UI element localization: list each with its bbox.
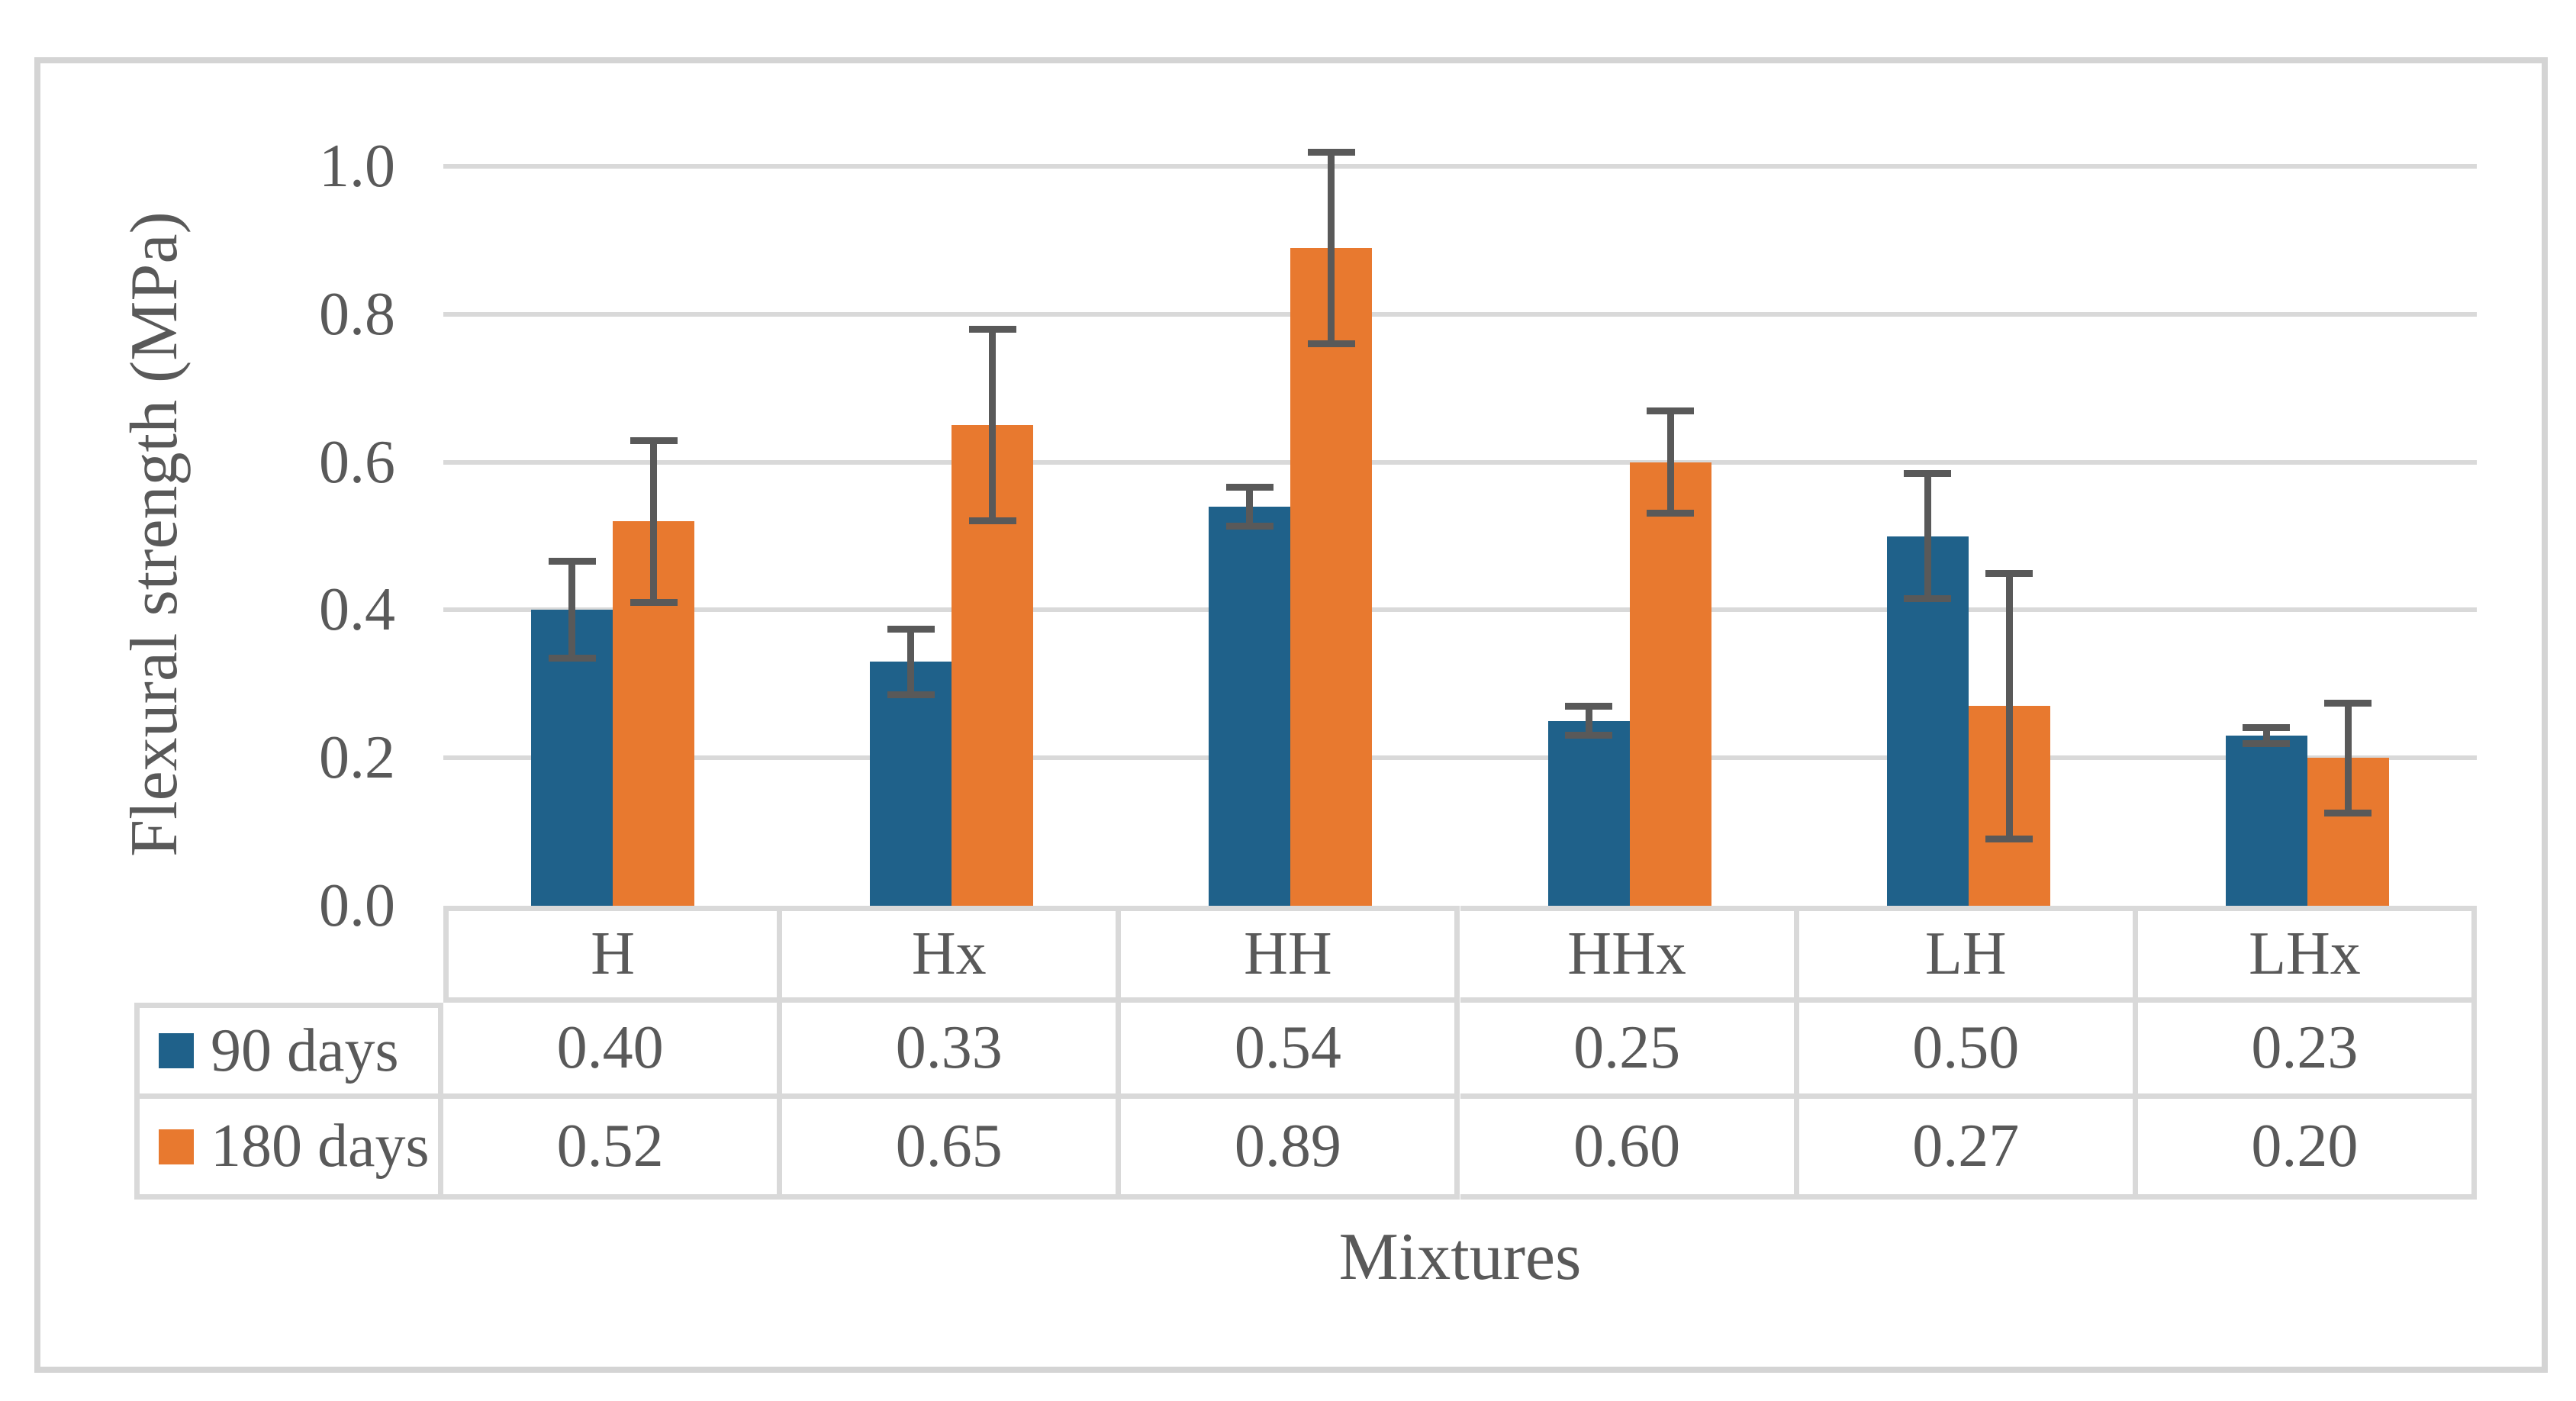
error-bar [1924,473,1931,599]
y-tick-label: 0.0 [319,872,395,939]
error-bar-cap-bottom [2324,809,2372,816]
error-bar-cap-top [1307,148,1355,156]
legend-item-180days: 180 days [134,1099,443,1200]
error-bar [1246,486,1254,527]
error-bar-cap-top [2324,699,2372,707]
table-value-cell: 0.27 [1798,1099,2138,1200]
error-bar-cap-bottom [1565,732,1613,739]
bar-90days-Hx [870,662,952,906]
table-value-cell: 0.89 [1121,1099,1460,1200]
legend-swatch-90days [159,1033,194,1068]
legend-label: 180 days [211,1113,430,1180]
column-header-Hx: Hx [782,906,1122,1003]
gridline [443,755,2477,761]
bar-180days-HH [1290,247,1373,906]
bar-90days-LHx [2225,736,2307,906]
table-value-cell: 0.25 [1460,1003,1799,1099]
table-value-cell: 0.50 [1798,1003,2138,1099]
error-bar-cap-bottom [548,655,596,662]
table-value-cell: 0.52 [443,1099,783,1200]
gridline [443,607,2477,613]
error-bar [2262,727,2270,744]
column-header-LH: LH [1798,906,2138,1003]
y-axis-title: Flexural strength (MPa) [118,211,192,857]
table-value-cell: 0.60 [1460,1099,1799,1200]
error-bar-cap-bottom [630,598,678,606]
y-tick-label: 0.8 [319,280,395,348]
legend-item-90days: 90 days [134,1003,443,1099]
error-bar [989,329,997,522]
error-bar-cap-top [968,326,1016,333]
bar-90days-HH [1209,506,1291,906]
error-bar [907,628,915,695]
error-bar-cap-top [1647,407,1695,414]
error-bar [1585,706,1592,736]
error-bar-cap-top [2243,724,2291,732]
error-bar [2344,702,2352,813]
bar-180days-HHx [1629,462,1711,906]
column-header-LHx: LHx [2137,906,2477,1003]
column-header-HH: HH [1121,906,1460,1003]
column-header-H: H [443,906,783,1003]
error-bar [650,440,658,603]
error-bar-cap-bottom [2243,739,2291,747]
y-tick-label: 0.6 [319,428,395,496]
column-header-HHx: HHx [1460,906,1799,1003]
error-bar-cap-bottom [1307,340,1355,347]
y-tick-label: 1.0 [319,133,395,200]
legend-label: 90 days [211,1016,399,1084]
error-bar-cap-top [1904,470,1952,478]
error-bar-cap-bottom [1647,510,1695,517]
gridline [443,164,2477,169]
table-value-cell: 0.54 [1121,1003,1460,1099]
error-bar-cap-bottom [1225,522,1274,530]
error-bar-cap-top [1225,483,1274,491]
error-bar [1666,410,1674,514]
table-value-cell: 0.33 [782,1003,1122,1099]
error-bar-cap-bottom [1985,835,2033,842]
error-bar-cap-bottom [1904,594,1952,602]
error-bar-cap-bottom [968,517,1016,525]
error-bar [1328,151,1335,344]
error-bar [568,561,576,659]
error-bar-cap-bottom [887,691,935,698]
error-bar [2005,572,2013,839]
error-bar-cap-top [887,625,935,633]
figure-border: 0.0 0.2 0.4 0.6 0.8 1.0 Flexural strength (MP… [34,57,2548,1373]
y-tick-label: 0.2 [319,724,395,792]
gridline [443,311,2477,317]
table-value-cell: 0.20 [2137,1099,2477,1200]
table-value-cell: 0.23 [2137,1003,2477,1099]
table-value-cell: 0.40 [443,1003,783,1099]
error-bar-cap-top [1565,703,1613,710]
legend-swatch-180days [159,1129,194,1164]
table-value-cell: 0.65 [782,1099,1122,1200]
bar-90days-HHx [1547,720,1630,906]
x-axis-title: Mixtures [1338,1220,1582,1294]
error-bar-cap-top [1985,569,2033,577]
gridline [443,459,2477,465]
error-bar-cap-top [630,436,678,444]
error-bar-cap-top [548,558,596,565]
y-tick-label: 0.4 [319,576,395,644]
